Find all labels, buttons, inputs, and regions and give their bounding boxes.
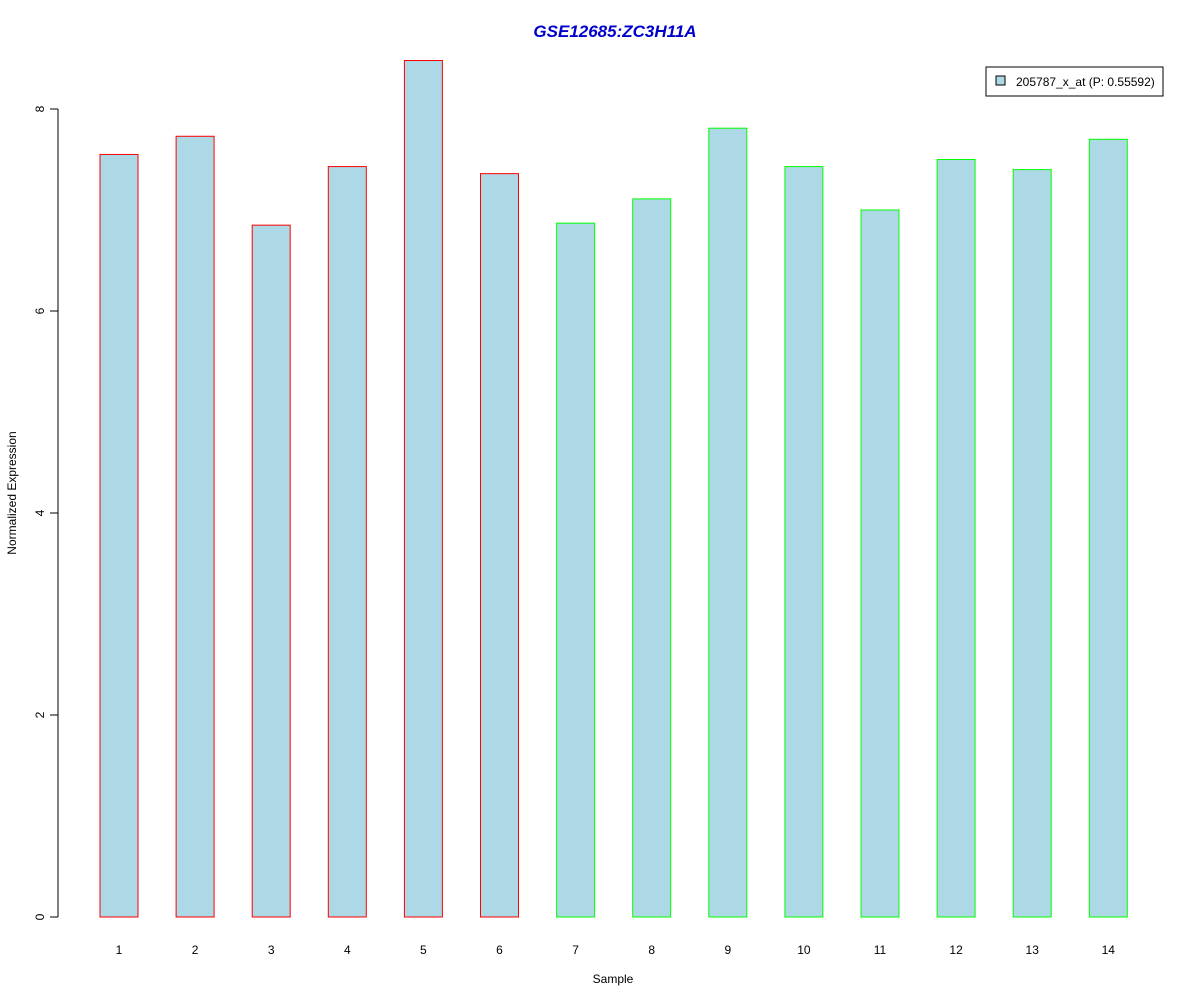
bar-sample-9 (708, 127, 748, 918)
x-axis-label: Sample (593, 972, 634, 986)
bar-sample-11 (860, 209, 900, 918)
y-tick-label: 2 (33, 711, 47, 718)
x-tick-label: 8 (648, 943, 655, 957)
x-tick-label: 6 (496, 943, 503, 957)
legend: 205787_x_at (P: 0.55592) (985, 66, 1164, 97)
y-tick-label: 0 (33, 913, 47, 920)
bar-sample-13 (1012, 169, 1052, 918)
x-tick-label: 4 (344, 943, 351, 957)
legend-label: 205787_x_at (P: 0.55592) (1016, 75, 1155, 89)
bar-sample-7 (556, 222, 596, 918)
x-tick-label: 13 (1026, 943, 1040, 957)
y-axis-label: Normalized Expression (5, 431, 19, 554)
x-tick-label: 1 (116, 943, 123, 957)
bar-sample-3 (251, 224, 291, 918)
bar-sample-1 (99, 153, 139, 918)
bars (99, 60, 1128, 918)
legend-swatch (995, 75, 1006, 86)
x-ticks: 1 2 3 4 5 6 7 8 9 10 11 12 13 14 (116, 943, 1116, 957)
x-tick-label: 12 (949, 943, 963, 957)
y-tick-label: 6 (33, 307, 47, 314)
bar-sample-5 (403, 60, 443, 918)
bar-sample-12 (936, 159, 976, 918)
chart-title: GSE12685:ZC3H11A (533, 22, 696, 41)
x-tick-label: 14 (1102, 943, 1116, 957)
bar-sample-8 (632, 198, 672, 918)
x-tick-label: 10 (797, 943, 811, 957)
bar-sample-10 (784, 166, 824, 918)
legend-box (985, 66, 1164, 97)
y-ticks: 0 2 4 6 8 (33, 105, 58, 920)
bar-sample-4 (327, 166, 367, 918)
y-tick-label: 8 (33, 105, 47, 112)
bar-sample-6 (480, 173, 519, 918)
bar-sample-2 (175, 135, 215, 918)
x-tick-label: 3 (268, 943, 275, 957)
x-tick-label: 2 (192, 943, 199, 957)
bar-sample-14 (1088, 138, 1128, 918)
y-tick-label: 4 (33, 509, 47, 516)
x-tick-label: 7 (572, 943, 579, 957)
x-tick-label: 11 (874, 943, 887, 957)
x-tick-label: 9 (724, 943, 731, 957)
x-tick-label: 5 (420, 943, 427, 957)
